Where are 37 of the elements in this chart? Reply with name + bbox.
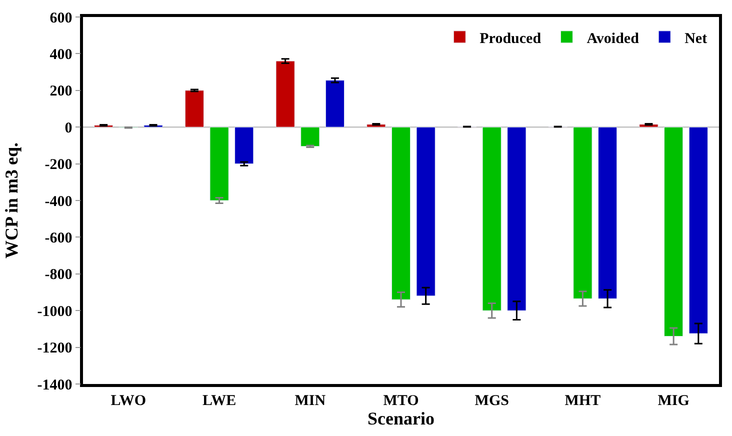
y-tick-label: -400 (44, 194, 72, 210)
bar (300, 126, 320, 147)
bar (507, 126, 526, 311)
bar (598, 126, 618, 299)
bar (573, 126, 592, 299)
y-tick-label: 0 (64, 120, 72, 136)
x-tick-label: LWO (110, 392, 146, 409)
legend-label: Net (684, 30, 708, 47)
y-axis-title: WCP in m3 eq. (1, 142, 22, 259)
bar (416, 126, 436, 296)
y-tick-label: 600 (50, 10, 72, 26)
x-tick-label: MIN (294, 392, 326, 409)
y-tick-label: -1400 (37, 377, 72, 394)
y-tick-label: -1200 (37, 340, 72, 357)
x-axis-title: Scenario (368, 408, 434, 429)
x-tick-label: MIG (658, 392, 690, 409)
y-tick-label: 400 (50, 46, 72, 63)
bar (325, 80, 345, 128)
bar (664, 126, 684, 337)
y-tick-label: -200 (44, 157, 72, 174)
x-tick-label: MHT (564, 392, 601, 409)
bar (184, 90, 204, 128)
x-tick-label: LWE (202, 392, 236, 409)
bar (688, 126, 708, 334)
x-tick-label: MGS (474, 392, 509, 409)
bar (210, 126, 229, 201)
bar (482, 126, 502, 311)
y-tick-label: -1000 (37, 304, 72, 320)
y-tick-label: -800 (44, 267, 72, 284)
x-tick-label: MTO (383, 392, 419, 409)
legend-label: Avoided (586, 30, 640, 47)
legend-label: Produced (480, 30, 542, 47)
bar (391, 126, 411, 300)
y-tick-label: 200 (50, 84, 72, 100)
bar (276, 60, 295, 128)
y-tick-label: -600 (44, 230, 72, 246)
bar (234, 126, 254, 164)
